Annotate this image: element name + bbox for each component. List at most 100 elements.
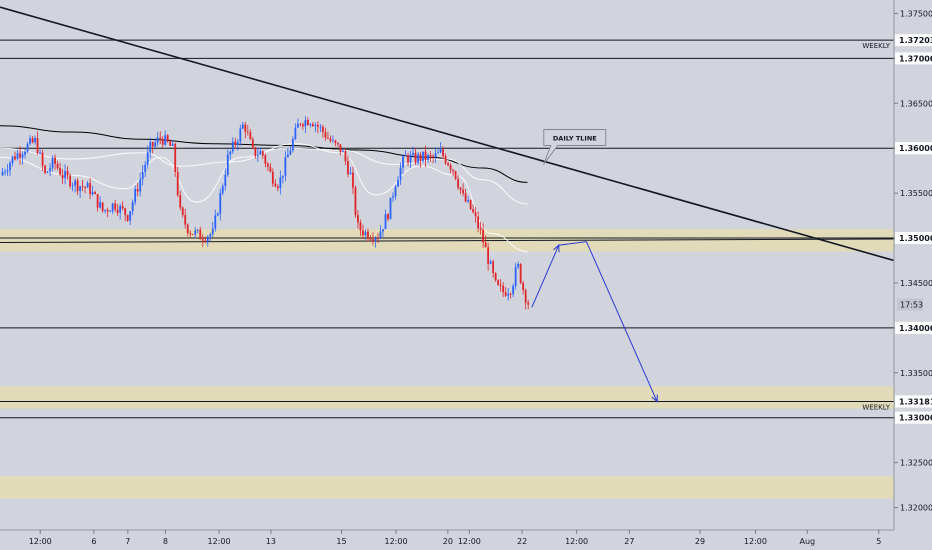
- candle-body-197: [494, 272, 497, 281]
- zone-1: [0, 386, 894, 409]
- candle-body-55: [139, 179, 142, 192]
- candle-body-77: [194, 230, 197, 235]
- candle-body-120: [301, 124, 304, 127]
- candle-body-209: [524, 290, 527, 303]
- candle-body-64: [161, 138, 164, 145]
- candle-body-90: [226, 154, 229, 175]
- candle-body-34: [86, 183, 89, 188]
- candle-body-70: [176, 172, 179, 195]
- candle-body-88: [221, 186, 224, 194]
- candle-body-78: [196, 229, 199, 231]
- candle-body-135: [339, 144, 342, 152]
- x-tick-label-8: 20: [443, 537, 453, 546]
- candle-body-2: [6, 170, 9, 172]
- candle-body-160: [402, 156, 404, 168]
- candle-body-29: [74, 180, 76, 186]
- candle-body-198: [497, 280, 500, 285]
- callout-text-0: DAILY TLINE: [553, 134, 597, 142]
- candle-body-201: [504, 292, 507, 296]
- annotations-layer: DAILY TLINE: [543, 129, 607, 165]
- candle-body-71: [179, 194, 182, 208]
- price-label-4: 1.34000: [899, 324, 932, 333]
- candle-body-56: [141, 171, 144, 180]
- candle-body-101: [254, 147, 257, 156]
- candle-body-115: [289, 150, 292, 155]
- price-axis-panel: [894, 0, 932, 550]
- x-tick-label-6: 15: [336, 537, 346, 546]
- candle-body-41: [104, 209, 107, 211]
- candle-body-156: [392, 196, 394, 198]
- candle-body-26: [66, 170, 69, 176]
- candle-body-11: [29, 138, 31, 144]
- candle-body-69: [174, 143, 177, 173]
- candle-body-186: [467, 200, 469, 202]
- candle-body-128: [322, 126, 324, 133]
- candle-body-98: [246, 131, 249, 133]
- candle-body-49: [124, 208, 127, 216]
- candle-body-73: [184, 215, 187, 225]
- price-label-3: 1.35000: [899, 234, 932, 243]
- candle-body-33: [84, 186, 87, 188]
- candle-body-65: [164, 135, 167, 145]
- candle-body-31: [79, 186, 82, 191]
- candle-body-105: [264, 155, 267, 164]
- candle-body-99: [249, 132, 252, 140]
- y-tick-label-11: 1.32000: [900, 504, 932, 513]
- x-tick-label-10: 22: [517, 537, 527, 546]
- candle-body-106: [266, 163, 269, 167]
- candle-body-14: [36, 138, 39, 154]
- candle-body-122: [306, 119, 309, 126]
- candle-body-174: [437, 152, 439, 154]
- candle-body-199: [499, 284, 502, 286]
- candle-body-147: [369, 238, 372, 240]
- candle-body-7: [19, 153, 21, 158]
- y-tick-label-6: 1.34500: [900, 279, 932, 288]
- candle-body-138: [347, 161, 349, 175]
- candle-body-140: [352, 172, 354, 188]
- candle-body-92: [231, 141, 234, 152]
- projection-layer: [531, 241, 658, 403]
- candle-body-82: [206, 236, 209, 242]
- candle-body-86: [216, 213, 219, 216]
- candle-body-184: [462, 189, 464, 194]
- x-tick-label-13: 29: [695, 537, 705, 546]
- candle-body-80: [201, 239, 204, 241]
- candle-body-45: [114, 203, 117, 210]
- candle-body-124: [312, 124, 314, 127]
- x-tick-label-11: 12:00: [565, 537, 588, 546]
- hline-label-5: WEEKLY: [862, 403, 890, 411]
- candle-body-47: [119, 205, 122, 213]
- y-highlight-labels-layer: 1.37203 1.37000 1.36000 1.35000 1.34000 1.331…: [895, 34, 932, 424]
- candle-body-63: [159, 137, 162, 139]
- candle-body-189: [474, 212, 477, 217]
- candle-body-192: [482, 229, 485, 243]
- candle-body-1: [4, 171, 6, 173]
- x-tick-label-1: 6: [91, 537, 96, 546]
- candle-body-62: [156, 137, 159, 143]
- candle-body-163: [409, 155, 412, 163]
- candle-body-149: [374, 238, 377, 241]
- candle-body-134: [337, 142, 339, 145]
- candle-body-57: [144, 164, 147, 172]
- price-label-bg-6: [895, 411, 932, 424]
- candle-body-38: [96, 194, 99, 208]
- candle-body-194: [487, 247, 490, 264]
- candle-body-139: [349, 172, 352, 175]
- candle-body-19: [49, 168, 51, 172]
- candle-body-166: [417, 154, 419, 163]
- x-tick-label-4: 12:00: [207, 537, 230, 546]
- candle-body-200: [502, 285, 505, 293]
- candle-body-155: [389, 197, 392, 220]
- candle-body-107: [269, 166, 272, 172]
- y-tick-label-4: 1.35500: [900, 189, 932, 198]
- candle-body-191: [479, 228, 482, 230]
- candle-body-59: [149, 142, 152, 153]
- price-label-1: 1.37000: [899, 54, 932, 63]
- price-label-2: 1.36000: [899, 144, 932, 153]
- projection-arrowhead-up: [553, 244, 560, 253]
- candle-body-91: [229, 151, 232, 155]
- candle-body-46: [116, 209, 119, 213]
- price-label-bg-1: [895, 52, 932, 65]
- candle-body-162: [407, 155, 409, 163]
